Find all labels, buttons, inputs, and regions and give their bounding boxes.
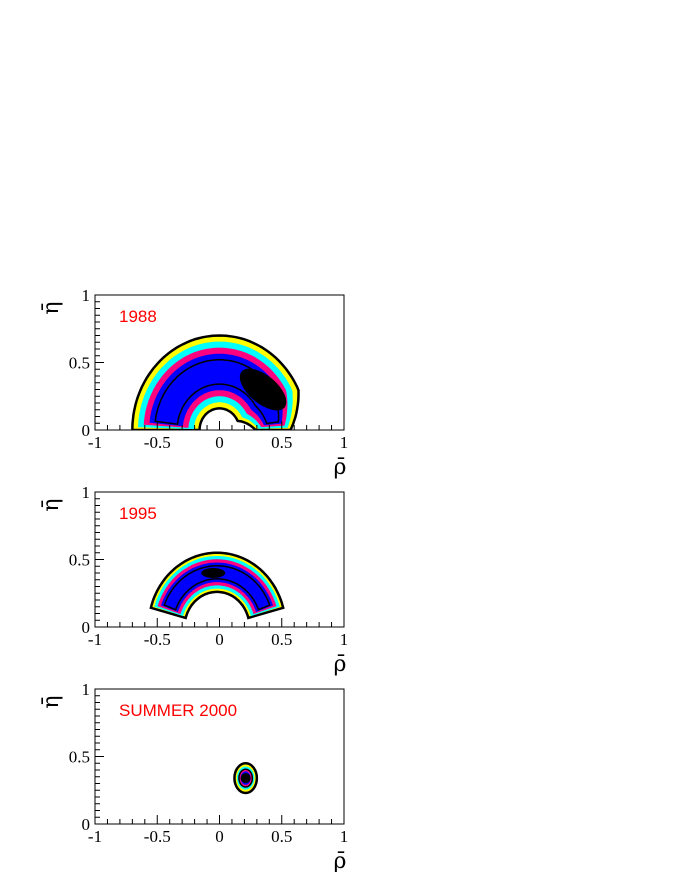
year-annotation: SUMMER 2000	[119, 701, 237, 720]
year-annotation: 1988	[119, 307, 157, 326]
x-tick-label: 0	[215, 630, 224, 649]
year-annotation: 1995	[119, 504, 157, 523]
y-tick-label: 0.5	[69, 354, 90, 373]
x-axis-title: ρ̄	[334, 652, 347, 677]
y-tick-label: 1	[82, 680, 91, 699]
panel-summer-2000: -1 -0.5 0 0.5 1 0 0.5 1 ρ̄ η̄ SUMMER 2000	[39, 680, 348, 872]
plot-area	[131, 334, 300, 430]
y-tick-label: 1	[82, 483, 91, 502]
x-tick-label: 0.5	[271, 433, 292, 452]
x-tick-label: 1	[340, 630, 349, 649]
y-axis-title: η̄	[39, 301, 64, 314]
x-tick-label: -0.5	[144, 827, 171, 846]
y-tick-label: 0	[82, 618, 91, 637]
contour-core	[240, 773, 251, 784]
contour-core	[201, 568, 226, 578]
y-tick-label: 0	[82, 421, 91, 440]
plot-area	[233, 762, 259, 795]
x-tick-label: 0	[215, 433, 224, 452]
panel-1988: -1 -0.5 0 0.5 1 0 0.5 1 ρ̄ η̄ 1988	[39, 286, 348, 480]
y-tick-label: 1	[82, 286, 91, 305]
y-axis-title: η̄	[39, 498, 64, 511]
y-tick-label: 0.5	[69, 748, 90, 767]
x-axis-title: ρ̄	[334, 455, 347, 480]
y-tick-label: 0.5	[69, 551, 90, 570]
contour-core	[239, 368, 287, 411]
contour-band-6	[167, 569, 267, 608]
x-tick-label: 1	[340, 827, 349, 846]
x-tick-label: -1	[88, 827, 102, 846]
panel-1995: -1 -0.5 0 0.5 1 0 0.5 1 ρ̄ η̄ 1995	[39, 483, 348, 677]
x-tick-label: -1	[88, 433, 102, 452]
y-axis-title: η̄	[39, 695, 64, 708]
x-tick-label: 0	[215, 827, 224, 846]
x-axis-title: ρ̄	[334, 849, 347, 872]
x-tick-label: 0.5	[271, 630, 292, 649]
plot-area	[149, 551, 285, 620]
y-tick-label: 0	[82, 815, 91, 834]
x-tick-label: -0.5	[144, 433, 171, 452]
x-tick-label: 0.5	[271, 827, 292, 846]
x-tick-label: -1	[88, 630, 102, 649]
x-tick-label: -0.5	[144, 630, 171, 649]
x-tick-label: 1	[340, 433, 349, 452]
